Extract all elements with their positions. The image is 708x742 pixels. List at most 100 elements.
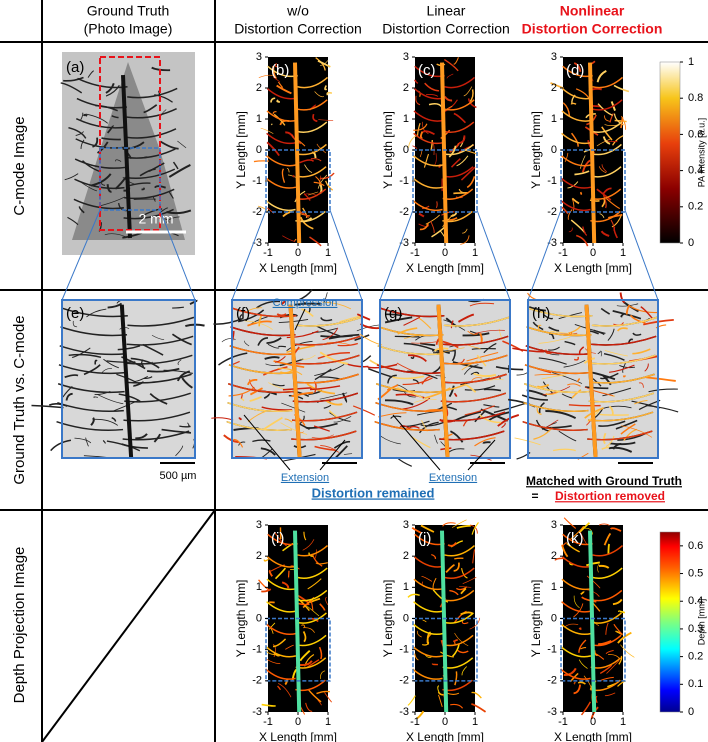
y-tick-label: 3 [551, 519, 557, 531]
vein [512, 347, 545, 353]
main-vein [293, 62, 302, 244]
vein [592, 76, 624, 89]
vein [464, 405, 495, 416]
vein [655, 324, 667, 329]
vein [599, 664, 613, 674]
vein [560, 155, 592, 167]
vein [83, 364, 101, 376]
vein [305, 702, 313, 712]
vein [127, 87, 178, 99]
vein [319, 603, 326, 611]
vein [448, 385, 455, 398]
vein [462, 332, 490, 337]
panel-label: (f) [236, 305, 250, 322]
panel-label: (d) [566, 62, 584, 79]
vein [161, 428, 192, 434]
x-tick-label: -1 [410, 716, 420, 728]
vein [244, 340, 250, 347]
vein [596, 138, 612, 147]
vein [613, 623, 623, 636]
vein [563, 517, 577, 529]
vein [407, 695, 416, 706]
x-tick-label: 0 [442, 247, 448, 259]
vein [281, 581, 290, 589]
vein [561, 541, 567, 548]
vein [320, 317, 333, 322]
vein [267, 343, 280, 349]
vein [638, 382, 644, 388]
vein [312, 113, 318, 123]
vein [419, 222, 429, 231]
vein [249, 379, 257, 391]
annotation: Extension [429, 472, 477, 484]
vein [74, 437, 92, 444]
main-vein [436, 304, 450, 459]
vein [568, 331, 572, 335]
colorbar-tick-label: 0.8 [688, 92, 703, 104]
vein [474, 410, 486, 423]
vein [580, 701, 592, 716]
vein [227, 383, 294, 394]
vein [538, 357, 567, 365]
vein [284, 418, 293, 423]
column-header: Linear [427, 3, 466, 19]
vein [450, 430, 464, 443]
vein [563, 359, 586, 368]
vein [609, 113, 614, 123]
vein [573, 62, 582, 72]
vein [609, 441, 636, 446]
vein [460, 166, 476, 181]
vein [309, 236, 322, 247]
vein [257, 337, 269, 346]
pointer [243, 414, 291, 471]
vein [265, 363, 286, 366]
vein [319, 172, 335, 180]
vein [457, 649, 469, 654]
vein [604, 692, 616, 697]
vein [444, 76, 476, 89]
column-header: w/o [286, 3, 309, 19]
vein [125, 128, 177, 139]
vein [317, 352, 350, 360]
vein [333, 415, 352, 423]
vein [514, 437, 541, 446]
vein [443, 316, 510, 327]
x-tick-label: 1 [620, 247, 626, 259]
y-axis-label: Y Length [mm] [234, 111, 248, 189]
column-header: Distortion Correction [382, 21, 510, 37]
vein [602, 405, 632, 409]
y-tick-label: 2 [551, 550, 557, 562]
vein [483, 342, 497, 354]
vein [435, 201, 438, 209]
vein [448, 145, 457, 158]
column-header: (Photo Image) [84, 21, 173, 37]
vein [143, 376, 153, 380]
vein [584, 527, 594, 535]
vein [482, 441, 491, 444]
vein [620, 116, 624, 129]
vein [580, 591, 585, 595]
vein [278, 318, 309, 324]
pointer [467, 439, 496, 471]
vein [438, 694, 443, 707]
vein [607, 328, 615, 341]
image-panel: (j) -1 0 1 3 2 1 0 -1 -2 -3 X Length [mm] Y Length [… [381, 519, 487, 742]
vein [275, 356, 286, 363]
vein [464, 383, 477, 393]
vein [609, 527, 622, 532]
vein [87, 70, 94, 78]
vein [378, 326, 444, 337]
vein [64, 173, 79, 181]
vein [454, 671, 458, 686]
vein [57, 401, 124, 413]
vein [126, 107, 177, 119]
y-tick-label: -3 [252, 706, 262, 718]
vein [300, 216, 314, 230]
vein [568, 404, 601, 407]
vein [282, 235, 296, 243]
vein [497, 375, 501, 380]
vein [618, 655, 623, 665]
vein [545, 349, 552, 355]
photo-panel: (a) 2 mm [60, 52, 195, 255]
panel-label: (i) [271, 530, 284, 547]
